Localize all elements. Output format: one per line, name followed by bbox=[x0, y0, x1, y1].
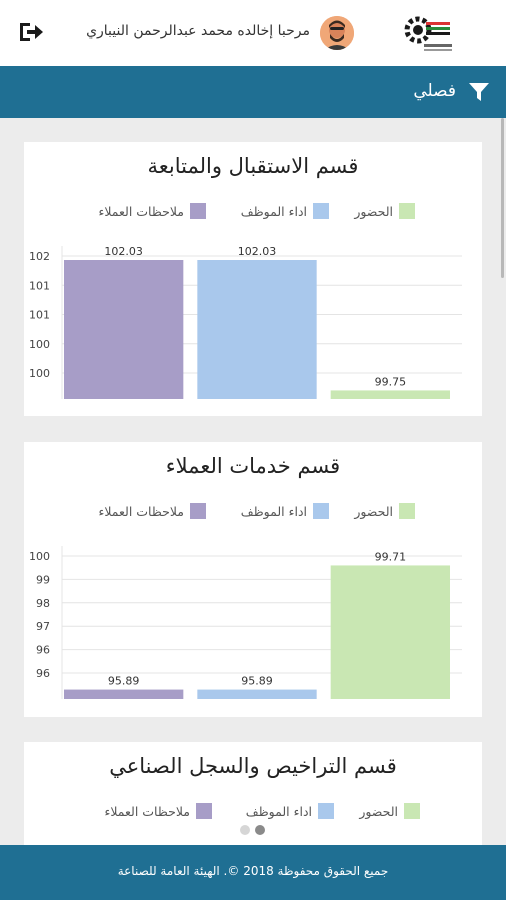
bar-chart: 102 101 101 100 100 102.03 102.03 99.75 bbox=[29, 245, 462, 399]
pager-dot-active[interactable] bbox=[255, 825, 265, 835]
legend-label: الحضور bbox=[354, 503, 393, 519]
bar bbox=[197, 689, 317, 699]
bar-value-label: 102.03 bbox=[104, 245, 143, 258]
legend-item[interactable]: ملاحظات العملاء bbox=[98, 202, 206, 220]
greeting-text-wrap: مرحبا إخالده محمد عبدالرحمن النيباري bbox=[52, 22, 310, 44]
chart-title: قسم خدمات العملاء bbox=[165, 454, 341, 478]
legend-swatch bbox=[399, 503, 415, 519]
y-tick-label: 96 bbox=[36, 644, 50, 657]
legend-label: اداء الموظف bbox=[245, 803, 312, 819]
legend-swatch bbox=[190, 203, 206, 219]
legend-item[interactable]: ملاحظات العملاء bbox=[98, 502, 206, 520]
top-bar: مرحبا إخالده محمد عبدالرحمن النيباري bbox=[0, 0, 506, 66]
bar-value-label: 99.75 bbox=[375, 375, 407, 388]
content-scroll[interactable]: قسم الاستقبال والمتابعة الحضور اداء المو… bbox=[0, 118, 506, 845]
bar-value-label: 95.89 bbox=[241, 675, 273, 688]
legend-label: اداء الموظف bbox=[240, 503, 307, 519]
y-tick-label: 100 bbox=[29, 338, 50, 351]
chart-card: قسم التراخيص والسجل الصناعي الحضور اداء … bbox=[24, 742, 482, 845]
y-tick-label: 101 bbox=[29, 309, 50, 322]
chart-legend: الحضور اداء الموظف ملاحظات العملاء bbox=[24, 502, 482, 522]
legend-swatch bbox=[190, 503, 206, 519]
y-tick-label: 101 bbox=[29, 279, 50, 292]
y-tick-label: 96 bbox=[36, 667, 50, 680]
y-tick-label: 98 bbox=[36, 597, 50, 610]
chart-legend: الحضور اداء الموظف ملاحظات العملاء bbox=[24, 802, 482, 822]
legend-swatch bbox=[399, 203, 415, 219]
legend-swatch bbox=[318, 803, 334, 819]
y-tick-label: 102 bbox=[29, 250, 50, 263]
y-tick-label: 99 bbox=[36, 573, 50, 586]
chart-legend: الحضور اداء الموظف ملاحظات العملاء bbox=[24, 202, 482, 222]
legend-swatch bbox=[404, 803, 420, 819]
pager-dot[interactable] bbox=[240, 825, 250, 835]
legend-item[interactable]: اداء الموظف bbox=[241, 502, 329, 520]
y-tick-label: 100 bbox=[29, 550, 50, 563]
legend-swatch bbox=[313, 203, 329, 219]
authority-logo bbox=[404, 8, 454, 58]
bar bbox=[330, 390, 450, 399]
legend-item[interactable]: الحضور bbox=[359, 802, 420, 820]
bar bbox=[64, 260, 184, 399]
y-tick-label: 97 bbox=[36, 620, 50, 633]
filter-bar[interactable]: فصلي bbox=[0, 66, 506, 118]
y-tick-label: 100 bbox=[29, 367, 50, 380]
legend-label: ملاحظات العملاء bbox=[104, 803, 190, 819]
legend-label: ملاحظات العملاء bbox=[98, 203, 184, 219]
legend-label: الحضور bbox=[359, 803, 398, 819]
chart-title: قسم التراخيص والسجل الصناعي bbox=[109, 754, 397, 778]
legend-item[interactable]: الحضور bbox=[354, 502, 415, 520]
footer: جميع الحقوق محفوظة 2018 ©. الهيئة العامة… bbox=[0, 845, 506, 900]
legend-item[interactable]: الحضور bbox=[354, 202, 415, 220]
bar-value-label: 102.03 bbox=[238, 245, 277, 258]
bar-value-label: 95.89 bbox=[108, 675, 140, 688]
footer-text: جميع الحقوق محفوظة 2018 ©. الهيئة العامة… bbox=[117, 864, 389, 878]
scrollbar[interactable] bbox=[501, 118, 504, 278]
filter-icon[interactable] bbox=[468, 81, 490, 103]
legend-item[interactable]: اداء الموظف bbox=[246, 802, 334, 820]
legend-item[interactable]: ملاحظات العملاء bbox=[104, 802, 212, 820]
avatar[interactable] bbox=[320, 16, 354, 50]
chart-card: قسم خدمات العملاء الحضور اداء الموظف ملا… bbox=[24, 442, 482, 717]
chart-title: قسم الاستقبال والمتابعة bbox=[147, 154, 359, 178]
legend-swatch bbox=[196, 803, 212, 819]
pager-dots bbox=[238, 825, 268, 837]
legend-label: الحضور bbox=[354, 203, 393, 219]
filter-label[interactable]: فصلي bbox=[413, 81, 456, 101]
greeting-text: مرحبا إخالده محمد عبدالرحمن النيباري bbox=[86, 23, 310, 39]
logout-icon[interactable] bbox=[18, 21, 44, 43]
legend-label: ملاحظات العملاء bbox=[98, 503, 184, 519]
bar bbox=[197, 260, 317, 399]
legend-swatch bbox=[313, 503, 329, 519]
bar-chart: 100 99 98 97 96 96 95.89 95.89 99.71 bbox=[29, 546, 462, 699]
legend-item[interactable]: اداء الموظف bbox=[241, 202, 329, 220]
chart-card: قسم الاستقبال والمتابعة الحضور اداء المو… bbox=[24, 142, 482, 416]
bar bbox=[64, 689, 184, 699]
bar bbox=[330, 565, 450, 699]
bar-value-label: 99.71 bbox=[375, 550, 407, 563]
legend-label: اداء الموظف bbox=[240, 203, 307, 219]
